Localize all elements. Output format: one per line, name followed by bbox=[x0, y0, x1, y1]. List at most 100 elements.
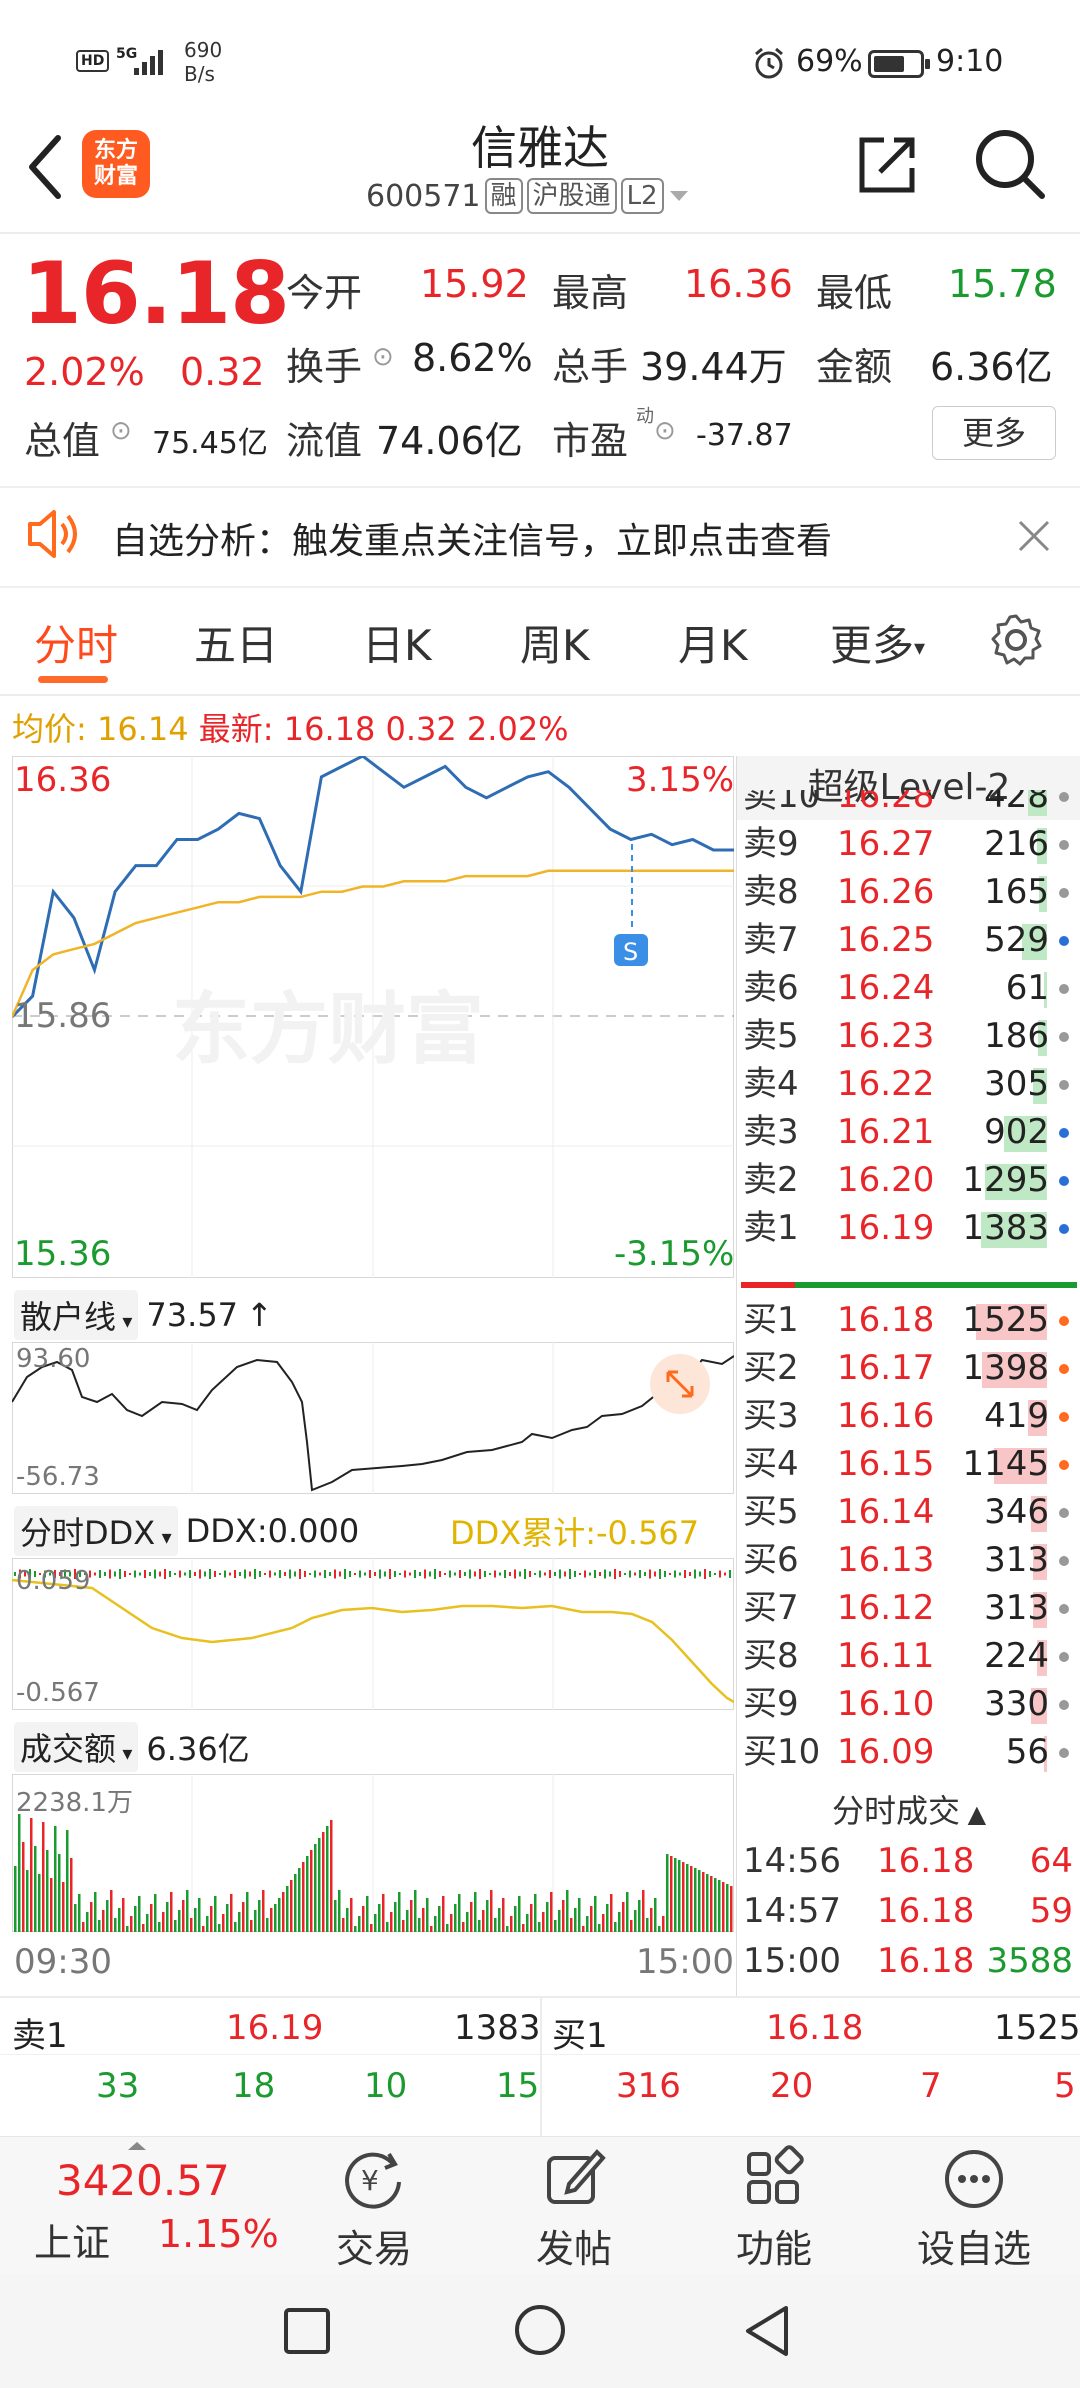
nav-trade[interactable]: ¥ 交易 bbox=[274, 2136, 474, 2273]
amount-bar bbox=[602, 1914, 605, 1932]
buy-level-row[interactable]: 买7 16.12 313 bbox=[737, 1584, 1079, 1632]
sell-level-row[interactable]: 卖3 16.21 902 bbox=[737, 1108, 1079, 1156]
buy-level-row[interactable]: 买5 16.14 346 bbox=[737, 1488, 1079, 1536]
ddx-bar bbox=[364, 1572, 366, 1576]
sell-level-row[interactable]: 卖8 16.26 165 bbox=[737, 868, 1079, 916]
divider bbox=[540, 1996, 542, 2136]
level-volume: 313 bbox=[984, 1540, 1049, 1580]
amount-bar bbox=[650, 1908, 653, 1932]
divider bbox=[0, 694, 1080, 696]
sell-level-row[interactable]: 卖4 16.22 305 bbox=[737, 1060, 1079, 1108]
level-volume: 216 bbox=[984, 824, 1049, 864]
amount-bar bbox=[362, 1906, 365, 1932]
sell-level-row[interactable]: 卖5 16.23 186 bbox=[737, 1012, 1079, 1060]
back-nav-icon[interactable] bbox=[742, 2304, 792, 2358]
ddx-bar bbox=[354, 1573, 356, 1575]
amount-indicator-select[interactable]: 成交额 ▾ bbox=[14, 1722, 139, 1772]
ddx-bar bbox=[479, 1569, 481, 1579]
buy-level-row[interactable]: 买3 16.16 419 bbox=[737, 1392, 1079, 1440]
amount-bar bbox=[414, 1890, 417, 1932]
info-icon[interactable]: ⊙ bbox=[110, 416, 132, 446]
sell-level-row[interactable]: 卖10 16.28 428 bbox=[737, 790, 1079, 820]
speaker-icon bbox=[28, 510, 77, 558]
amount-bar bbox=[18, 1814, 21, 1932]
amount-bar bbox=[590, 1906, 593, 1932]
tab-intraday[interactable]: 分时 bbox=[34, 621, 119, 670]
nav-functions[interactable]: 功能 bbox=[674, 2136, 874, 2273]
tab-five-day[interactable]: 五日 bbox=[194, 621, 279, 670]
retail-indicator-select[interactable]: 散户线 ▾ bbox=[14, 1290, 139, 1340]
ddx-bar bbox=[514, 1569, 516, 1579]
ddx-bar bbox=[719, 1570, 721, 1578]
back-icon[interactable] bbox=[22, 132, 66, 202]
index-ticker[interactable]: 3420.57 上证 1.15% bbox=[0, 2136, 290, 2274]
chevron-down-icon[interactable] bbox=[664, 186, 694, 206]
nav-add-watchlist[interactable]: 设自选 bbox=[874, 2136, 1074, 2273]
sell-level-row[interactable]: 卖6 16.24 61 bbox=[737, 964, 1079, 1012]
amount-bar bbox=[566, 1890, 569, 1932]
amount-bar bbox=[182, 1900, 185, 1932]
depth-buy-price: 16.18 bbox=[766, 2008, 864, 2048]
depth-buy-cell: 20 bbox=[770, 2066, 814, 2106]
recents-icon[interactable] bbox=[282, 2306, 332, 2356]
volume-bar bbox=[980, 1212, 1047, 1248]
ddx-bar bbox=[144, 1570, 146, 1578]
sell-level-row[interactable]: 卖1 16.19 1383 bbox=[737, 1204, 1079, 1252]
level-price: 16.21 bbox=[837, 1112, 935, 1152]
level-price: 16.26 bbox=[837, 872, 935, 912]
volume-bar bbox=[1032, 1544, 1047, 1580]
close-icon[interactable] bbox=[1016, 518, 1052, 554]
ticks-title[interactable]: 分时成交 ▲ bbox=[831, 1792, 987, 1830]
ddx-bar bbox=[209, 1569, 211, 1579]
nav-post[interactable]: 发帖 bbox=[474, 2136, 674, 2273]
period-tabs: 分时 五日 日K 周K 月K 更多▾ bbox=[0, 612, 1080, 682]
volume-bar bbox=[1036, 828, 1047, 864]
buy-level-row[interactable]: 买8 16.11 224 bbox=[737, 1632, 1079, 1680]
volume-bar bbox=[1004, 1116, 1047, 1152]
sell-level-row[interactable]: 卖7 16.25 529 bbox=[737, 916, 1079, 964]
tab-monthly-k[interactable]: 月K bbox=[678, 621, 748, 670]
buy-level-row[interactable]: 买4 16.15 1145 bbox=[737, 1440, 1079, 1488]
change-amount: 0.32 bbox=[180, 350, 265, 394]
amount-bar bbox=[62, 1882, 65, 1932]
retail-top-label: 93.60 bbox=[16, 1344, 91, 1374]
ddx-bar bbox=[289, 1569, 291, 1579]
signal-marker[interactable] bbox=[614, 934, 648, 966]
info-icon[interactable]: ⊙ bbox=[372, 342, 394, 372]
amount-bar bbox=[170, 1892, 173, 1932]
tab-more[interactable]: 更多▾ bbox=[830, 621, 926, 670]
more-button[interactable]: 更多 bbox=[932, 406, 1056, 460]
share-icon[interactable] bbox=[856, 134, 918, 196]
amount-bar bbox=[354, 1926, 357, 1932]
info-icon[interactable]: ⊙ bbox=[654, 416, 676, 446]
ddx-bar bbox=[504, 1570, 506, 1578]
buy-level-row[interactable]: 买9 16.10 330 bbox=[737, 1680, 1079, 1728]
ddx-bar bbox=[724, 1572, 726, 1576]
volume-bar bbox=[1037, 1020, 1047, 1056]
buy-level-row[interactable]: 买10 16.09 56 bbox=[737, 1728, 1079, 1776]
amount-bar bbox=[454, 1904, 457, 1932]
hd-badge: HD bbox=[76, 50, 110, 72]
ddx-chart bbox=[12, 1558, 734, 1710]
search-icon[interactable] bbox=[972, 126, 1048, 202]
tab-weekly-k[interactable]: 周K bbox=[520, 621, 590, 670]
settings-icon[interactable] bbox=[988, 612, 1044, 668]
float-value: 74.06亿 bbox=[376, 419, 523, 463]
pct-top-label: 3.15% bbox=[626, 760, 735, 800]
buy-level-row[interactable]: 买6 16.13 313 bbox=[737, 1536, 1079, 1584]
ddx-bar bbox=[229, 1572, 231, 1576]
level2-title[interactable]: 超级Level-2 bbox=[737, 756, 1080, 820]
amount-bar bbox=[222, 1914, 225, 1932]
buy-level-row[interactable]: 买2 16.17 1398 bbox=[737, 1344, 1079, 1392]
ddx-bar bbox=[279, 1570, 281, 1578]
home-icon[interactable] bbox=[512, 2302, 568, 2358]
amount-bar bbox=[642, 1890, 645, 1932]
alert-text[interactable]: 自选分析：触发重点关注信号，立即点击查看 bbox=[112, 521, 833, 562]
buy-level-row[interactable]: 买1 16.18 1525 bbox=[737, 1296, 1079, 1344]
ddx-indicator-select[interactable]: 分时DDX ▾ bbox=[14, 1506, 178, 1556]
sell-level-row[interactable]: 卖2 16.20 1295 bbox=[737, 1156, 1079, 1204]
expand-icon[interactable] bbox=[666, 1370, 694, 1398]
sell-level-row[interactable]: 卖9 16.27 216 bbox=[737, 820, 1079, 868]
level-dot bbox=[1059, 936, 1069, 946]
tab-daily-k[interactable]: 日K bbox=[362, 621, 432, 670]
